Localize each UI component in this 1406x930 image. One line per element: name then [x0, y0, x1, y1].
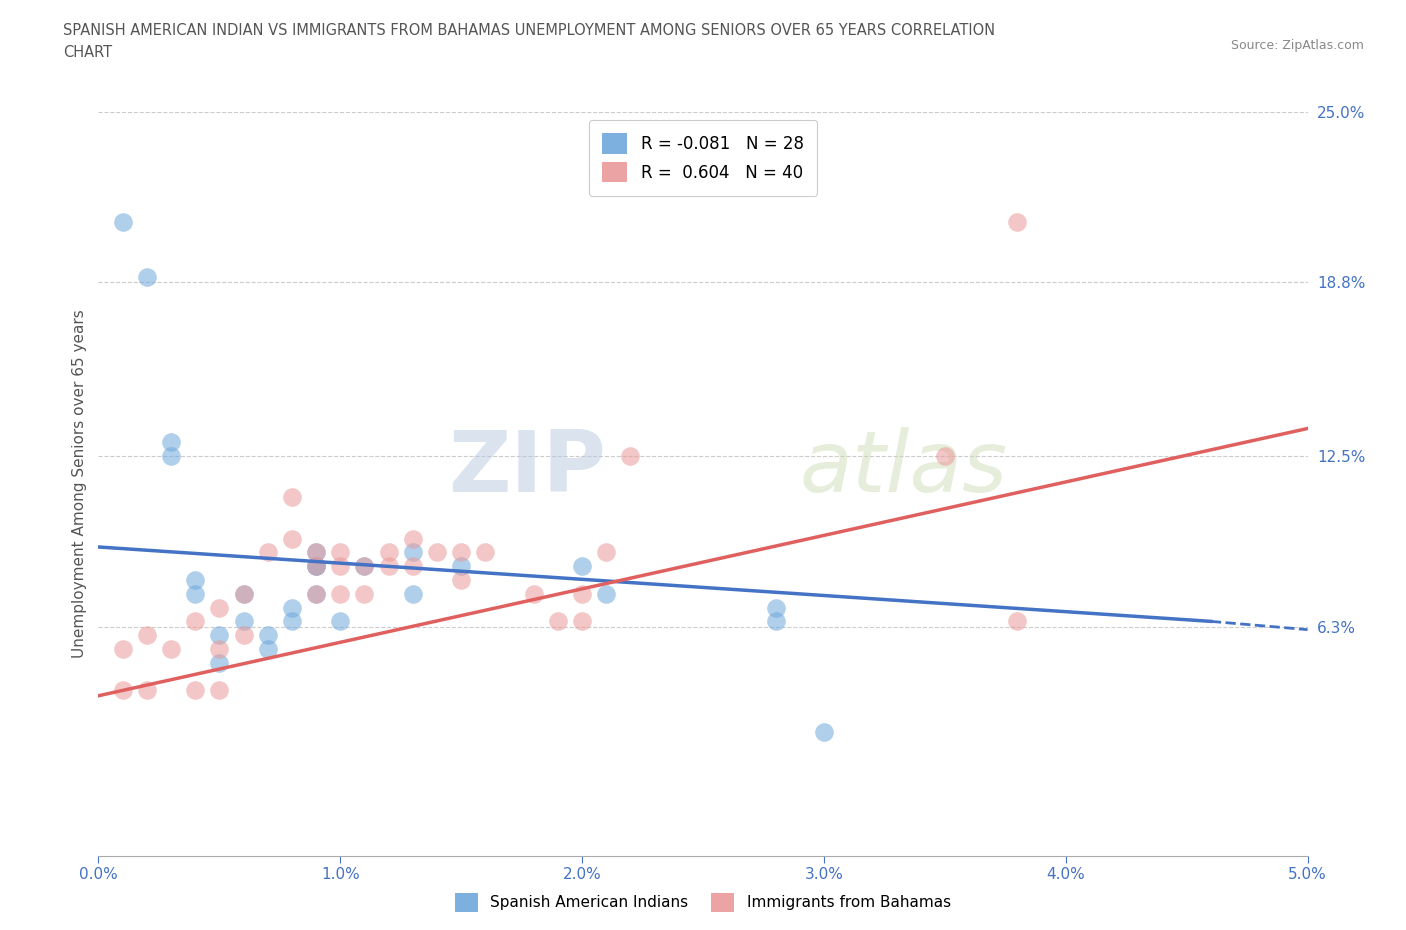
Point: [450, 559, 472, 574]
Point: [256, 628, 278, 643]
Point: [111, 683, 134, 698]
Point: [305, 559, 328, 574]
Y-axis label: Unemployment Among Seniors over 65 years: Unemployment Among Seniors over 65 years: [72, 309, 87, 658]
Point: [135, 628, 157, 643]
Point: [450, 545, 472, 560]
Point: [184, 573, 207, 588]
Point: [595, 545, 617, 560]
Text: ZIP: ZIP: [449, 427, 606, 511]
Text: atlas: atlas: [800, 427, 1008, 511]
Point: [402, 545, 425, 560]
Point: [353, 559, 375, 574]
Point: [135, 683, 157, 698]
Point: [305, 545, 328, 560]
Point: [184, 683, 207, 698]
Point: [765, 614, 787, 629]
Point: [474, 545, 496, 560]
Point: [450, 573, 472, 588]
Point: [256, 642, 278, 657]
Point: [402, 559, 425, 574]
Legend: R = -0.081   N = 28, R =  0.604   N = 40: R = -0.081 N = 28, R = 0.604 N = 40: [589, 120, 817, 195]
Point: [281, 490, 304, 505]
Point: [571, 559, 593, 574]
Point: [184, 614, 207, 629]
Point: [305, 587, 328, 602]
Point: [402, 587, 425, 602]
Point: [426, 545, 449, 560]
Point: [1007, 614, 1029, 629]
Point: [232, 628, 254, 643]
Point: [305, 587, 328, 602]
Point: [329, 545, 352, 560]
Text: Source: ZipAtlas.com: Source: ZipAtlas.com: [1230, 39, 1364, 52]
Point: [111, 642, 134, 657]
Point: [281, 614, 304, 629]
Point: [402, 531, 425, 546]
Point: [813, 724, 835, 739]
Text: SPANISH AMERICAN INDIAN VS IMMIGRANTS FROM BAHAMAS UNEMPLOYMENT AMONG SENIORS OV: SPANISH AMERICAN INDIAN VS IMMIGRANTS FR…: [63, 23, 995, 38]
Point: [377, 559, 399, 574]
Point: [619, 448, 641, 463]
Point: [595, 587, 617, 602]
Point: [232, 587, 254, 602]
Point: [571, 614, 593, 629]
Legend: Spanish American Indians, Immigrants from Bahamas: Spanish American Indians, Immigrants fro…: [449, 887, 957, 918]
Point: [208, 656, 231, 671]
Point: [329, 587, 352, 602]
Point: [765, 600, 787, 615]
Point: [305, 545, 328, 560]
Point: [305, 559, 328, 574]
Point: [184, 587, 207, 602]
Point: [135, 270, 157, 285]
Point: [547, 614, 569, 629]
Point: [160, 642, 183, 657]
Point: [281, 531, 304, 546]
Point: [232, 587, 254, 602]
Point: [353, 587, 375, 602]
Point: [208, 683, 231, 698]
Point: [208, 642, 231, 657]
Point: [329, 559, 352, 574]
Point: [934, 448, 956, 463]
Point: [571, 587, 593, 602]
Point: [281, 600, 304, 615]
Point: [329, 614, 352, 629]
Point: [232, 614, 254, 629]
Point: [523, 587, 546, 602]
Point: [208, 600, 231, 615]
Point: [1007, 215, 1029, 230]
Point: [353, 559, 375, 574]
Point: [208, 628, 231, 643]
Point: [256, 545, 278, 560]
Point: [160, 448, 183, 463]
Point: [160, 435, 183, 450]
Point: [111, 215, 134, 230]
Point: [305, 559, 328, 574]
Point: [377, 545, 399, 560]
Text: CHART: CHART: [63, 45, 112, 60]
